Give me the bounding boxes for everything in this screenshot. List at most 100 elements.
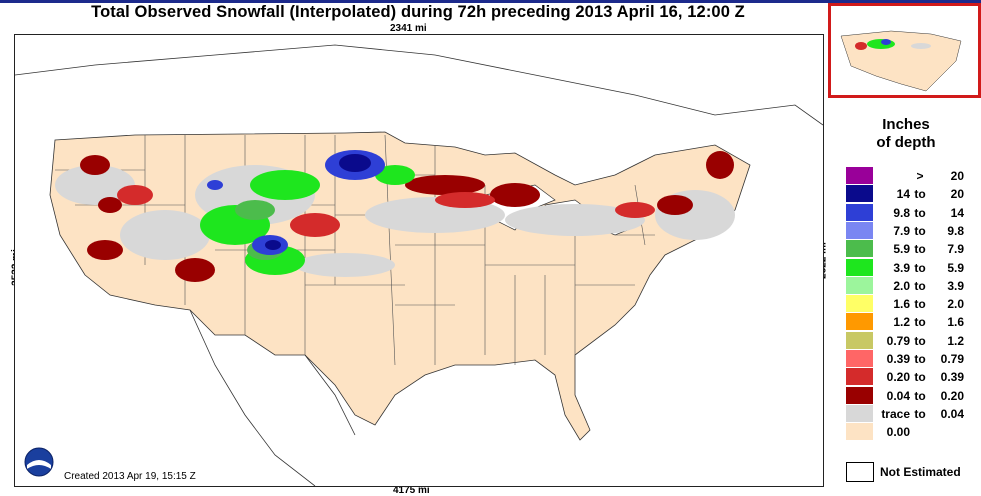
legend-hi: 0.39	[940, 370, 964, 385]
legend-lo: 0.79	[886, 333, 910, 348]
legend-lo: 2.0	[893, 278, 910, 293]
legend-hi: 2.0	[947, 297, 964, 312]
legend-to: to	[914, 406, 926, 421]
legend-swatch	[846, 276, 873, 294]
legend-swatch	[846, 221, 873, 239]
legend-item: 0.79 to 1.2	[846, 331, 976, 349]
legend-item: 0.04 to 0.20	[846, 386, 976, 404]
legend-hi: 0.79	[940, 352, 964, 366]
legend-lo: trace	[881, 406, 910, 421]
legend-to: to	[914, 333, 926, 348]
mexico-outline	[189, 309, 356, 486]
legend-lo: 0.39	[886, 352, 910, 366]
legend-item: 3.9 to 5.9	[846, 258, 976, 276]
legend-swatch	[846, 295, 873, 313]
legend-lo: 7.9	[893, 223, 910, 238]
legend-swatch	[846, 331, 873, 349]
legend-title-line2: of depth	[876, 134, 936, 151]
legend-item: 0.00	[846, 423, 976, 441]
legend-item: 14 to 20	[846, 185, 976, 203]
legend-lo: 9.8	[893, 205, 910, 220]
legend-hi: 0.04	[940, 406, 964, 421]
legend-swatch	[846, 203, 873, 221]
legend-to: to	[914, 260, 926, 275]
legend-label: trace to 0.04	[876, 407, 964, 421]
legend-label: 1.6 to 2.0	[876, 297, 964, 311]
legend-item: 5.9 to 7.9	[846, 240, 976, 258]
legend-to: to	[914, 388, 926, 403]
legend-to: to	[914, 223, 926, 238]
light-snow-areas	[80, 151, 734, 282]
legend-to: to	[914, 242, 926, 257]
snowfall-map[interactable]	[14, 34, 824, 487]
legend-label: 1.2 to 1.6	[876, 315, 964, 329]
legend-to: to	[914, 315, 926, 330]
legend-swatch	[846, 240, 873, 258]
legend-label: 0.79 to 1.2	[876, 334, 964, 348]
legend-item: trace to 0.04	[846, 404, 976, 422]
legend-swatch	[846, 313, 873, 331]
moderate-snow-areas	[117, 185, 655, 237]
legend-hi: 5.9	[947, 260, 964, 275]
legend-lo: 1.2	[893, 315, 910, 330]
created-timestamp: Created 2013 Apr 19, 15:15 Z	[64, 471, 196, 482]
legend-to: to	[914, 187, 926, 202]
legend-item: 0.20 to 0.39	[846, 368, 976, 386]
legend-label: 14 to 20	[876, 187, 964, 201]
legend-hi: 0.20	[940, 388, 964, 403]
legend-item: 9.8 to 14	[846, 203, 976, 221]
legend-to: to	[914, 370, 926, 385]
legend-label: >20	[876, 169, 964, 183]
legend-hi: 1.6	[947, 315, 964, 330]
inset-map-canvas	[840, 30, 962, 92]
dimension-top-label: 2341 mi	[390, 23, 427, 34]
legend-item: 1.2 to 1.6	[846, 313, 976, 331]
map-canvas	[15, 44, 823, 486]
legend-hi: 20	[950, 169, 964, 183]
legend-swatch	[846, 404, 873, 422]
noaa-logo-icon	[24, 447, 54, 477]
legend-label: 0.00	[876, 425, 964, 439]
canada-outline	[15, 44, 823, 126]
legend-label: 5.9 to 7.9	[876, 242, 964, 256]
inset-overview-map[interactable]	[828, 3, 981, 98]
dimension-bottom-label: 4175 mi	[393, 485, 430, 496]
legend-swatch	[846, 167, 873, 184]
legend-lo: 0.04	[886, 388, 910, 403]
legend-item: >20	[846, 167, 976, 184]
not-estimated-swatch	[846, 462, 874, 482]
legend-item: 2.0 to 3.9	[846, 276, 976, 294]
legend-to: to	[914, 352, 926, 366]
legend-to: to	[914, 205, 926, 220]
legend-to: >	[916, 169, 924, 183]
legend-hi: 14	[950, 205, 964, 220]
legend-swatch	[846, 368, 873, 386]
legend-swatch	[846, 386, 873, 404]
legend-lo: 14	[896, 187, 910, 202]
not-estimated-label: Not Estimated	[880, 465, 961, 479]
legend-swatch	[846, 350, 873, 367]
legend-hi: 3.9	[947, 278, 964, 293]
legend-lo: 3.9	[893, 260, 910, 275]
frame-top-bar	[0, 0, 981, 3]
legend-hi: 7.9	[947, 242, 964, 257]
legend-title-line1: Inches	[882, 116, 930, 133]
legend-label: 0.04 to 0.20	[876, 389, 964, 403]
legend-title: Inches of depth	[846, 116, 966, 152]
legend-item: 0.39 to 0.79	[846, 350, 976, 367]
legend-label: 0.20 to 0.39	[876, 370, 964, 384]
legend-item: 1.6 to 2.0	[846, 295, 976, 313]
legend-lo: 5.9	[893, 242, 910, 257]
legend-item: 7.9 to 9.8	[846, 221, 976, 239]
legend-lo: 0.20	[886, 370, 910, 385]
very-heavy-snow-areas	[265, 154, 371, 250]
legend-hi: 1.2	[947, 333, 964, 348]
legend-to: to	[914, 278, 926, 293]
map-title: Total Observed Snowfall (Interpolated) d…	[91, 3, 745, 21]
legend-to: to	[914, 297, 926, 312]
legend-hi: 20	[950, 187, 964, 202]
legend-swatch	[846, 423, 873, 441]
legend-lo: 1.6	[893, 297, 910, 312]
legend-swatch	[846, 185, 873, 203]
legend-label: 9.8 to 14	[876, 206, 964, 220]
